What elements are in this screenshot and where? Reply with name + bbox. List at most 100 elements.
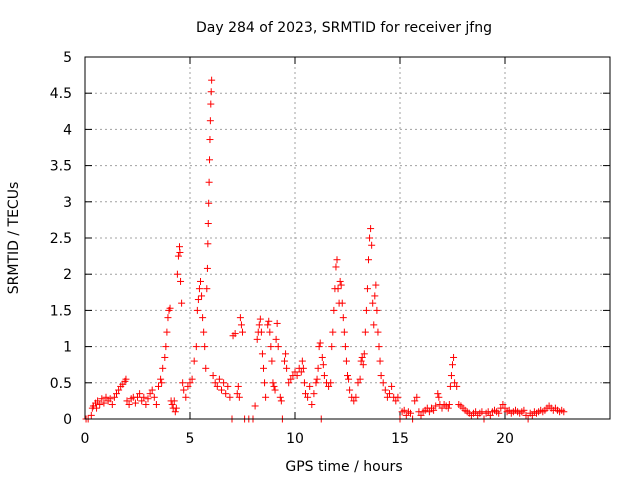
data-point bbox=[358, 353, 366, 361]
y-tick-label: 5 bbox=[63, 50, 72, 66]
data-point bbox=[172, 404, 180, 412]
data-point bbox=[197, 277, 204, 285]
data-point bbox=[255, 321, 263, 329]
data-point bbox=[337, 281, 345, 289]
data-point bbox=[208, 76, 216, 84]
data-point bbox=[359, 361, 367, 369]
data-point bbox=[314, 364, 322, 372]
data-point bbox=[350, 397, 358, 405]
data-point bbox=[251, 402, 259, 410]
data-point bbox=[444, 404, 452, 412]
data-point bbox=[239, 328, 246, 336]
data-point bbox=[522, 411, 530, 419]
data-point bbox=[236, 314, 244, 322]
data-point bbox=[330, 306, 338, 314]
data-point bbox=[158, 379, 166, 387]
data-point bbox=[182, 393, 190, 401]
data-point bbox=[413, 393, 421, 401]
data-point bbox=[161, 353, 169, 361]
data-point bbox=[478, 408, 486, 416]
data-point bbox=[218, 386, 225, 394]
data-point bbox=[360, 350, 368, 358]
x-tick-label: 20 bbox=[496, 431, 514, 447]
data-point bbox=[357, 357, 365, 365]
data-point bbox=[370, 321, 378, 329]
data-point bbox=[446, 382, 454, 390]
x-tick-label: 0 bbox=[81, 431, 90, 447]
data-point bbox=[268, 357, 276, 365]
data-point bbox=[93, 404, 101, 412]
data-point bbox=[198, 292, 206, 300]
data-point bbox=[312, 379, 320, 387]
y-tick-label: 1 bbox=[63, 340, 72, 356]
data-point bbox=[327, 379, 335, 387]
data-point bbox=[381, 386, 389, 394]
data-point bbox=[333, 256, 341, 264]
data-point bbox=[195, 285, 203, 293]
data-point bbox=[257, 328, 265, 336]
data-point bbox=[306, 382, 314, 390]
data-point bbox=[316, 339, 324, 347]
data-point bbox=[206, 136, 214, 144]
data-point bbox=[213, 382, 221, 390]
data-point bbox=[205, 199, 213, 207]
data-point bbox=[362, 306, 370, 314]
data-point bbox=[94, 397, 102, 405]
data-point bbox=[193, 306, 201, 314]
chart-title: Day 284 of 2023, SRMTID for receiver jfn… bbox=[196, 20, 492, 36]
data-point bbox=[319, 361, 327, 369]
data-point bbox=[164, 314, 172, 322]
data-point bbox=[186, 379, 194, 387]
data-point bbox=[177, 277, 185, 285]
data-point bbox=[449, 361, 456, 369]
data-point bbox=[166, 304, 174, 312]
data-point bbox=[377, 372, 385, 380]
data-point bbox=[354, 379, 362, 387]
data-point bbox=[266, 328, 274, 336]
data-point bbox=[134, 393, 141, 401]
data-point bbox=[179, 379, 187, 387]
data-point bbox=[417, 411, 425, 419]
data-point bbox=[209, 372, 217, 380]
data-point bbox=[282, 350, 290, 358]
data-point bbox=[194, 296, 202, 304]
data-point bbox=[276, 393, 284, 401]
data-series-srmtid bbox=[82, 76, 568, 423]
data-point bbox=[310, 390, 318, 398]
data-point bbox=[341, 343, 349, 351]
x-tick-label: 15 bbox=[391, 431, 409, 447]
data-point bbox=[98, 395, 106, 403]
data-point bbox=[152, 401, 160, 409]
data-point bbox=[265, 317, 273, 325]
data-point bbox=[235, 393, 243, 401]
x-tick-label: 10 bbox=[286, 431, 304, 447]
data-point bbox=[267, 343, 275, 351]
data-point bbox=[253, 335, 261, 343]
data-point bbox=[345, 375, 353, 383]
data-point bbox=[122, 375, 130, 383]
data-point bbox=[434, 390, 442, 398]
data-point bbox=[318, 353, 326, 361]
data-point bbox=[261, 379, 269, 387]
data-point bbox=[329, 328, 337, 336]
y-tick-label: 1.5 bbox=[50, 303, 72, 319]
data-point bbox=[411, 397, 419, 405]
y-tick-label: 0 bbox=[63, 412, 72, 428]
data-point bbox=[108, 401, 116, 409]
data-point bbox=[495, 409, 503, 417]
data-point bbox=[140, 393, 148, 401]
data-point bbox=[168, 401, 176, 409]
data-point bbox=[102, 393, 110, 401]
data-point bbox=[356, 375, 364, 383]
data-point bbox=[367, 225, 375, 233]
data-point bbox=[325, 382, 333, 390]
data-point bbox=[170, 397, 178, 405]
data-point bbox=[394, 393, 402, 401]
data-point bbox=[200, 328, 208, 336]
data-point bbox=[264, 321, 272, 329]
data-point bbox=[272, 335, 280, 343]
x-axis-label: GPS time / hours bbox=[285, 459, 402, 475]
data-point bbox=[372, 281, 380, 289]
data-point bbox=[215, 375, 223, 383]
data-point bbox=[302, 390, 309, 398]
